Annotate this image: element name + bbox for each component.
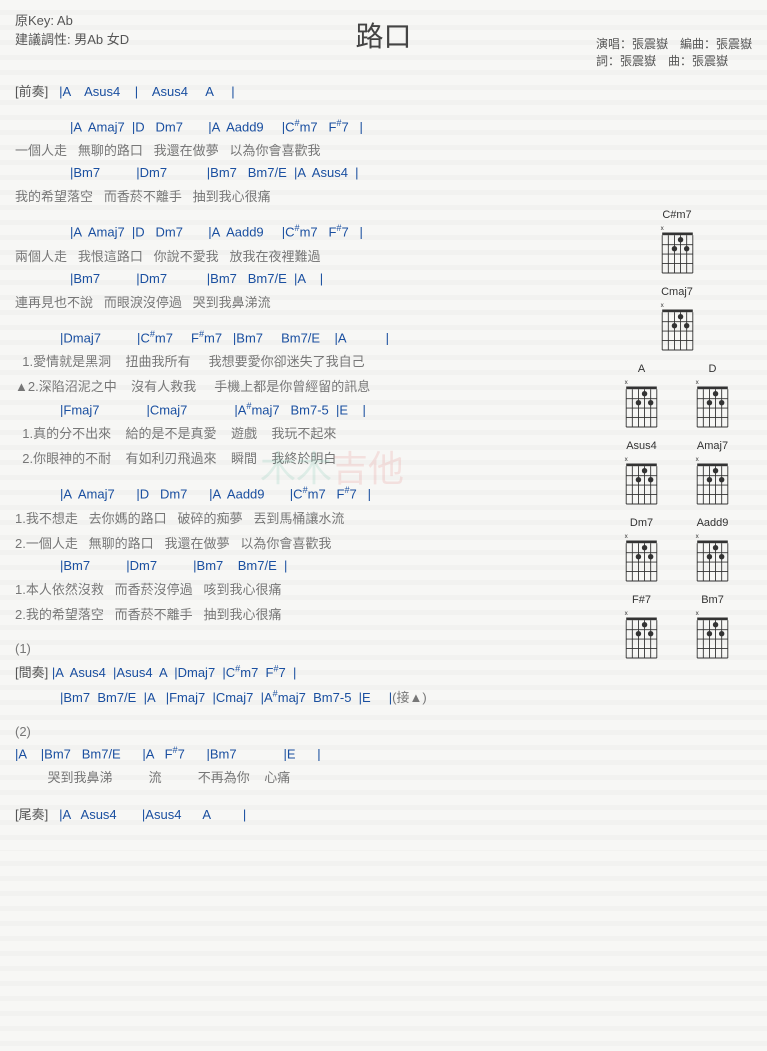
ch-l1-chords: |Dmaj7 |C#m7 F#m7 |Bm7 Bm7/E |A | bbox=[15, 329, 602, 345]
svg-text:x: x bbox=[696, 456, 700, 463]
svg-text:x: x bbox=[660, 225, 664, 232]
intro-label: [前奏] bbox=[15, 84, 48, 99]
int-l2: |Bm7 Bm7/E |A |Fmaj7 |Cmaj7 |A#maj7 Bm7-… bbox=[60, 690, 392, 705]
chord-diagram: Dm7 x bbox=[614, 517, 669, 586]
chord-diagram: Aadd9 x bbox=[685, 517, 740, 586]
ch-l2-lyric2: 2.你眼神的不耐 有如利刃飛過來 瞬間 我終於明白 bbox=[15, 448, 602, 467]
interlude-label: [間奏] bbox=[15, 665, 48, 680]
svg-text:x: x bbox=[696, 610, 700, 617]
chord-diagram: F#7 x bbox=[614, 594, 669, 663]
chord-diagram: Amaj7 x bbox=[685, 440, 740, 509]
svg-text:x: x bbox=[625, 379, 629, 386]
suggested-key: 建議調性: 男Ab 女D bbox=[15, 29, 129, 48]
v2-l1-chords: |A Amaj7 |D Dm7 |A Aadd9 |C#m7 F#7 | bbox=[15, 223, 602, 239]
chord-diagrams-panel: C#m7 x Cmaj7 x A x D x A bbox=[602, 75, 752, 841]
chord-diagram: C#m7 x bbox=[650, 209, 705, 278]
marker-2: (2) bbox=[15, 724, 602, 739]
ch-l1-lyric1: 1.愛情就是黑洞 扭曲我所有 我想要愛你卻迷失了我自己 bbox=[15, 351, 602, 370]
v1-l1-chords: |A Amaj7 |D Dm7 |A Aadd9 |C#m7 F#7 | bbox=[15, 118, 602, 134]
v1-l2-lyric: 我的希望落空 而香菸不離手 抽到我心很痛 bbox=[15, 186, 602, 205]
original-key: 原Key: Ab bbox=[15, 10, 129, 29]
outro-chords: |A Asus4 |Asus4 A | bbox=[48, 807, 246, 822]
intro-chords: |A Asus4 | Asus4 A | bbox=[48, 84, 234, 99]
chord-diagram: Bm7 x bbox=[685, 594, 740, 663]
svg-text:x: x bbox=[625, 533, 629, 540]
svg-text:x: x bbox=[696, 379, 700, 386]
svg-text:x: x bbox=[660, 302, 664, 309]
marker-1: (1) bbox=[15, 641, 602, 656]
credit-singer: 演唱：張震嶽 bbox=[596, 37, 668, 51]
ch-l2-chords: |Fmaj7 |Cmaj7 |A#maj7 Bm7-5 |E | bbox=[15, 401, 602, 417]
v3-l1-chords: |A Amaj7 |D Dm7 |A Aadd9 |C#m7 F#7 | bbox=[15, 485, 602, 501]
end-lyric: 哭到我鼻涕 流 不再為你 心痛 bbox=[15, 767, 602, 786]
chord-diagram: D x bbox=[685, 363, 740, 432]
chord-diagram: Asus4 x bbox=[614, 440, 669, 509]
svg-text:x: x bbox=[625, 610, 629, 617]
ch-l2-lyric1: 1.真的分不出來 給的是不是真愛 遊戲 我玩不起來 bbox=[15, 423, 602, 442]
v2-l2-lyric: 連再見也不說 而眼淚沒停過 哭到我鼻涕流 bbox=[15, 292, 602, 311]
v3-l2-chords: |Bm7 |Dm7 |Bm7 Bm7/E | bbox=[15, 558, 602, 573]
credit-lyrics: 詞：張震嶽 bbox=[596, 54, 656, 68]
v1-l2-chords: |Bm7 |Dm7 |Bm7 Bm7/E |A Asus4 | bbox=[15, 165, 602, 180]
credit-arranger: 編曲：張震嶽 bbox=[680, 37, 752, 51]
credit-composer: 曲：張震嶽 bbox=[668, 54, 728, 68]
outro-label: [尾奏] bbox=[15, 807, 48, 822]
v2-l1-lyric: 兩個人走 我恨這路口 你說不愛我 放我在夜裡難過 bbox=[15, 246, 602, 265]
chord-diagram: A x bbox=[614, 363, 669, 432]
ch-l1-lyric2: ▲2.深陷沼泥之中 沒有人救我 手機上都是你曾經留的訊息 bbox=[15, 376, 602, 395]
svg-text:x: x bbox=[696, 533, 700, 540]
v3-l2-lyric1: 1.本人依然沒救 而香菸沒停過 咳到我心很痛 bbox=[15, 579, 602, 598]
svg-text:x: x bbox=[625, 456, 629, 463]
end-chords: |A |Bm7 Bm7/E |A F#7 |Bm7 |E | bbox=[15, 745, 602, 761]
chord-diagram: Cmaj7 x bbox=[650, 286, 705, 355]
int-goto: (接▲) bbox=[392, 690, 427, 705]
v2-l2-chords: |Bm7 |Dm7 |Bm7 Bm7/E |A | bbox=[15, 271, 602, 286]
int-l1: |A Asus4 |Asus4 A |Dmaj7 |C#m7 F#7 | bbox=[48, 665, 296, 680]
v3-l2-lyric2: 2.我的希望落空 而香菸不離手 抽到我心很痛 bbox=[15, 604, 602, 623]
v3-l1-lyric1: 1.我不想走 去你媽的路口 破碎的痴夢 丟到馬桶讓水流 bbox=[15, 508, 602, 527]
v3-l1-lyric2: 2.一個人走 無聊的路口 我還在做夢 以為你會喜歡我 bbox=[15, 533, 602, 552]
v1-l1-lyric: 一個人走 無聊的路口 我還在做夢 以為你會喜歡我 bbox=[15, 140, 602, 159]
